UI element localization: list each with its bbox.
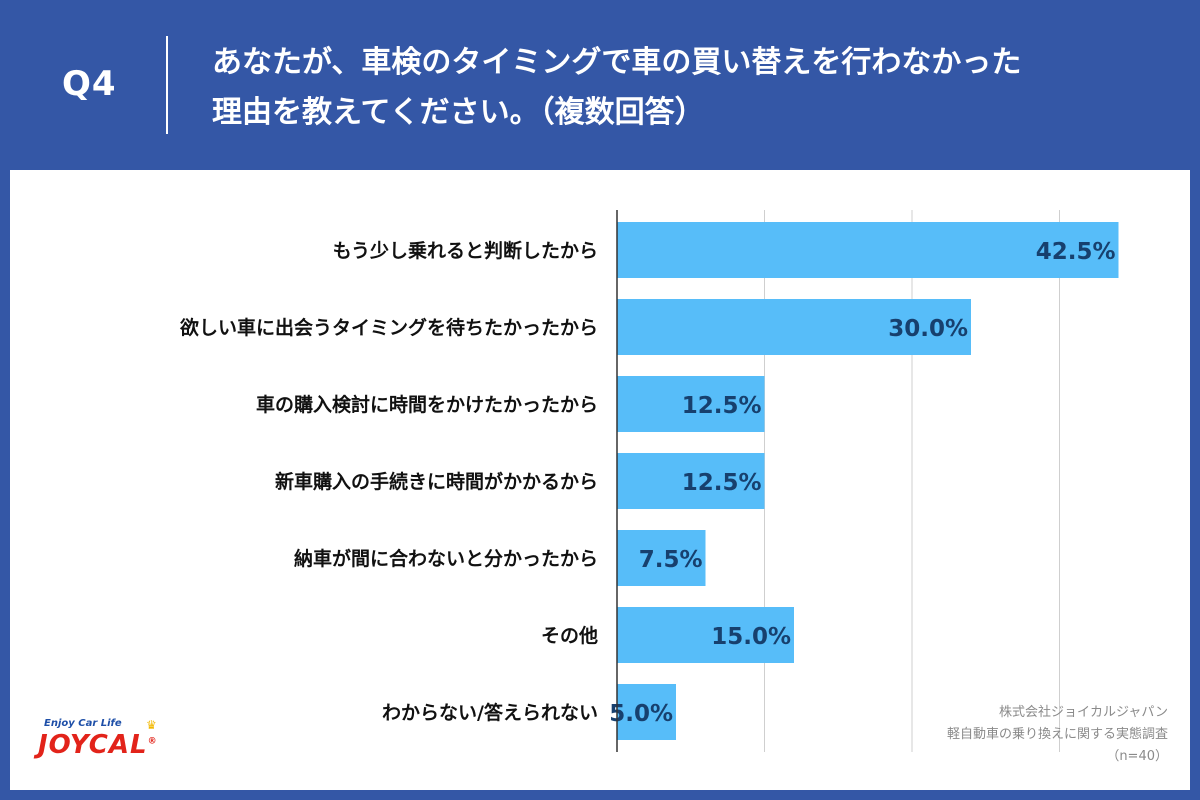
value-label: 15.0% xyxy=(711,624,791,650)
question-line-1: あなたが、車検のタイミングで車の買い替えを行わなかった xyxy=(212,45,1022,80)
value-label: 30.0% xyxy=(888,316,968,342)
category-label: わからない/答えられない xyxy=(382,701,598,724)
value-label: 12.5% xyxy=(682,470,762,496)
bar xyxy=(617,453,765,509)
credit-survey: 軽自動車の乗り換えに関する実態調査 xyxy=(946,727,1168,742)
value-label: 5.0% xyxy=(609,701,673,727)
logo-registered-mark: ® xyxy=(147,736,158,747)
bar-chart: もう少し乗れると判断したから 42.5% 欲しい車に出会うタイミングを待ちたかったか… xyxy=(179,210,1119,752)
header-divider xyxy=(166,36,168,134)
bar xyxy=(617,607,794,663)
question-line-2: 理由を教えてください。（複数回答） xyxy=(212,95,705,130)
category-label: その他 xyxy=(541,624,598,647)
bar xyxy=(617,376,765,432)
category-label: もう少し乗れると判断したから xyxy=(333,239,598,262)
category-label: 納車が間に合わないと分かったから xyxy=(294,547,598,570)
question-number: Q4 xyxy=(62,64,117,104)
bar xyxy=(617,530,706,586)
credit-company: 株式会社ジョイカルジャパン xyxy=(998,705,1168,720)
survey-credit: 株式会社ジョイカルジャパン 軽自動車の乗り換えに関する実態調査 （n=40） xyxy=(947,702,1168,768)
value-label: 42.5% xyxy=(1036,239,1116,265)
chart-panel: もう少し乗れると判断したから 42.5% 欲しい車に出会うタイミングを待ちたかったか… xyxy=(10,170,1190,790)
bar xyxy=(617,684,676,740)
joycal-logo: Enjoy Car Life ♛ JOYCAL® xyxy=(38,718,188,774)
category-label: 新車購入の手続きに時間がかかるから xyxy=(275,470,598,493)
crown-icon: ♛ xyxy=(146,718,157,732)
category-label: 車の購入検討に時間をかけたかったから xyxy=(256,393,598,416)
credit-sample-size: （n=40） xyxy=(1106,749,1168,764)
question-text: あなたが、車検のタイミングで車の買い替えを行わなかった 理由を教えてください。（… xyxy=(212,38,1172,138)
logo-wordmark: JOYCAL xyxy=(38,730,148,760)
logo-name: JOYCAL® xyxy=(38,730,158,760)
logo-tagline: Enjoy Car Life xyxy=(44,718,122,729)
category-label: 欲しい車に出会うタイミングを待ちたかったから xyxy=(179,316,598,339)
bar xyxy=(617,299,971,355)
value-label: 12.5% xyxy=(682,393,762,419)
bar xyxy=(617,222,1119,278)
header: Q4 あなたが、車検のタイミングで車の買い替えを行わなかった 理由を教えてくださ… xyxy=(0,0,1200,170)
value-label: 7.5% xyxy=(639,547,703,573)
